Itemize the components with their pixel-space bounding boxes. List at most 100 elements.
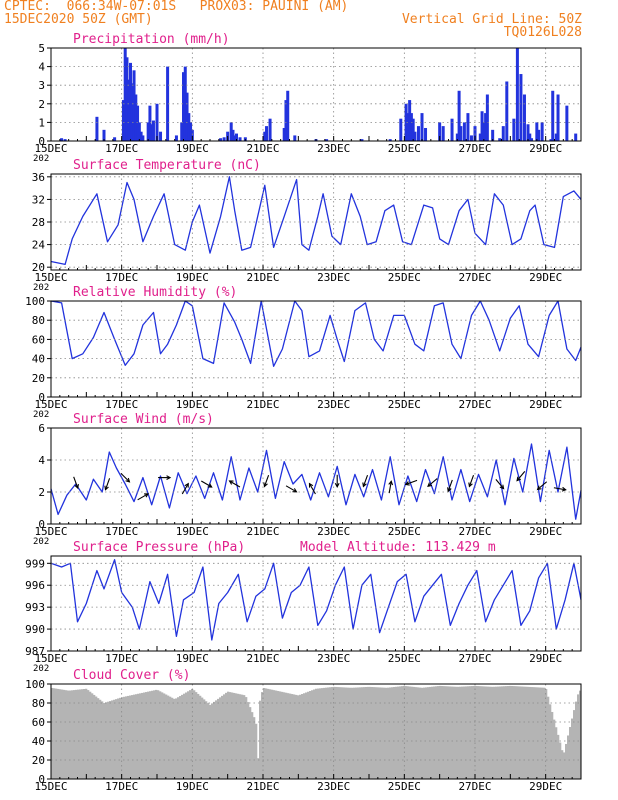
cloud-bar	[119, 697, 122, 779]
cloud-bar	[337, 687, 340, 779]
cloud-bar	[137, 693, 140, 779]
wind-arrow-head	[427, 482, 433, 487]
cloud-bar	[213, 701, 216, 779]
precip-bar	[113, 137, 117, 141]
x-tick-label: 17DEC	[105, 652, 138, 665]
cloud-bar	[295, 694, 298, 779]
cloud-bar	[177, 697, 180, 779]
precip-bar	[229, 122, 233, 141]
cloud-bar	[433, 686, 436, 779]
cloud-bar	[397, 686, 400, 779]
cloud-bar	[579, 690, 582, 779]
cloud-bar	[475, 685, 478, 779]
cloud-bar	[423, 687, 426, 779]
cloud-bar	[197, 693, 200, 779]
cloud-bar	[225, 692, 228, 779]
cloud-bar	[165, 694, 168, 779]
cloud-bar	[503, 686, 506, 779]
wind-arrow-head	[184, 482, 189, 488]
cloud-bar	[513, 686, 516, 779]
cloud-bar	[265, 688, 268, 779]
cloud-bar	[281, 691, 284, 779]
cloud-bar	[61, 689, 64, 779]
cloud-bar	[495, 686, 498, 779]
cloud-bar	[203, 699, 206, 779]
wind-arrow-head	[499, 484, 505, 490]
precip-bar	[293, 135, 297, 141]
cloud-bar	[111, 700, 114, 779]
cloud-bar	[59, 689, 62, 779]
wind-arrow	[405, 479, 418, 485]
wind-arrow	[553, 487, 566, 491]
precip-bar	[180, 122, 184, 141]
cloud-bar	[383, 687, 386, 779]
cloud-bar	[415, 687, 418, 779]
wind-arrow	[73, 476, 79, 489]
cloud-bar	[465, 686, 468, 779]
cloud-bar	[299, 694, 302, 779]
cloud-bar	[95, 696, 98, 779]
cloud-bar	[133, 694, 136, 779]
y-tick-label: 100	[25, 295, 45, 308]
wind-arrow	[495, 479, 505, 489]
y-tick-label: 999	[25, 557, 45, 570]
cloud-bar	[399, 686, 402, 779]
rh-frame	[50, 300, 582, 398]
cloud-bar	[285, 692, 288, 779]
cloud-bar	[53, 688, 56, 779]
cloud-bar	[535, 687, 538, 779]
y-tick-label: 987	[25, 645, 45, 658]
cloud-bar	[207, 703, 210, 779]
cloud-bar	[425, 687, 428, 779]
y-tick-label: 990	[25, 623, 45, 636]
cloud-bar	[309, 691, 312, 779]
cloud-bar	[351, 687, 354, 779]
wind-arrow-head	[561, 486, 567, 492]
cloud-bar	[283, 692, 286, 779]
cloud-bar	[195, 692, 198, 779]
cloud-bar	[289, 693, 292, 779]
cloud-bar	[241, 694, 244, 779]
cloud-bar	[511, 685, 514, 779]
x-tick-label: 19DEC	[176, 525, 209, 538]
cloud-bar	[329, 687, 332, 779]
x-tick-label: 15DEC	[34, 652, 67, 665]
cloud-bar	[157, 690, 160, 779]
rh-line	[50, 300, 582, 367]
cloud-bar	[249, 707, 252, 779]
cloud-bar	[189, 690, 192, 779]
cloud-bar	[321, 688, 324, 779]
y-tick-label: 0	[38, 773, 45, 786]
x-tick-label: 15DEC	[34, 398, 67, 411]
cloud-bar	[211, 703, 214, 779]
precip-bar	[554, 133, 558, 141]
cloud-bar	[99, 699, 102, 779]
precip-bar	[102, 129, 106, 141]
cloud-bar	[471, 686, 474, 779]
x-tick-label: 23DEC	[317, 652, 350, 665]
x-tick-label: 25DEC	[388, 271, 421, 284]
wind-arrow-head	[468, 482, 473, 488]
y-tick-label: 2	[38, 98, 45, 111]
precip-bar	[141, 135, 145, 141]
x-tick-label: 23DEC	[317, 780, 350, 793]
cloud-bar	[193, 690, 196, 779]
cloud-bar	[269, 689, 272, 779]
cloud-bar	[369, 686, 372, 779]
x-tick-label: 21DEC	[246, 525, 279, 538]
precip-bar	[63, 139, 67, 141]
cloud-bar	[373, 687, 376, 779]
x-tick-label: 25DEC	[388, 525, 421, 538]
precip-bar	[537, 129, 541, 141]
precip-bar	[498, 138, 502, 141]
wind-arrow	[229, 480, 241, 488]
cloud-bar	[131, 695, 134, 779]
x-tick-label: 27DEC	[458, 525, 491, 538]
x-tick-label: 19DEC	[176, 142, 209, 155]
cloud-bar	[303, 693, 306, 779]
wind-arrow-head	[228, 480, 234, 485]
cloud-bar	[431, 686, 434, 779]
cloud-bar	[101, 701, 104, 779]
cloud-bar	[287, 693, 290, 779]
cloud-bar	[149, 691, 152, 779]
